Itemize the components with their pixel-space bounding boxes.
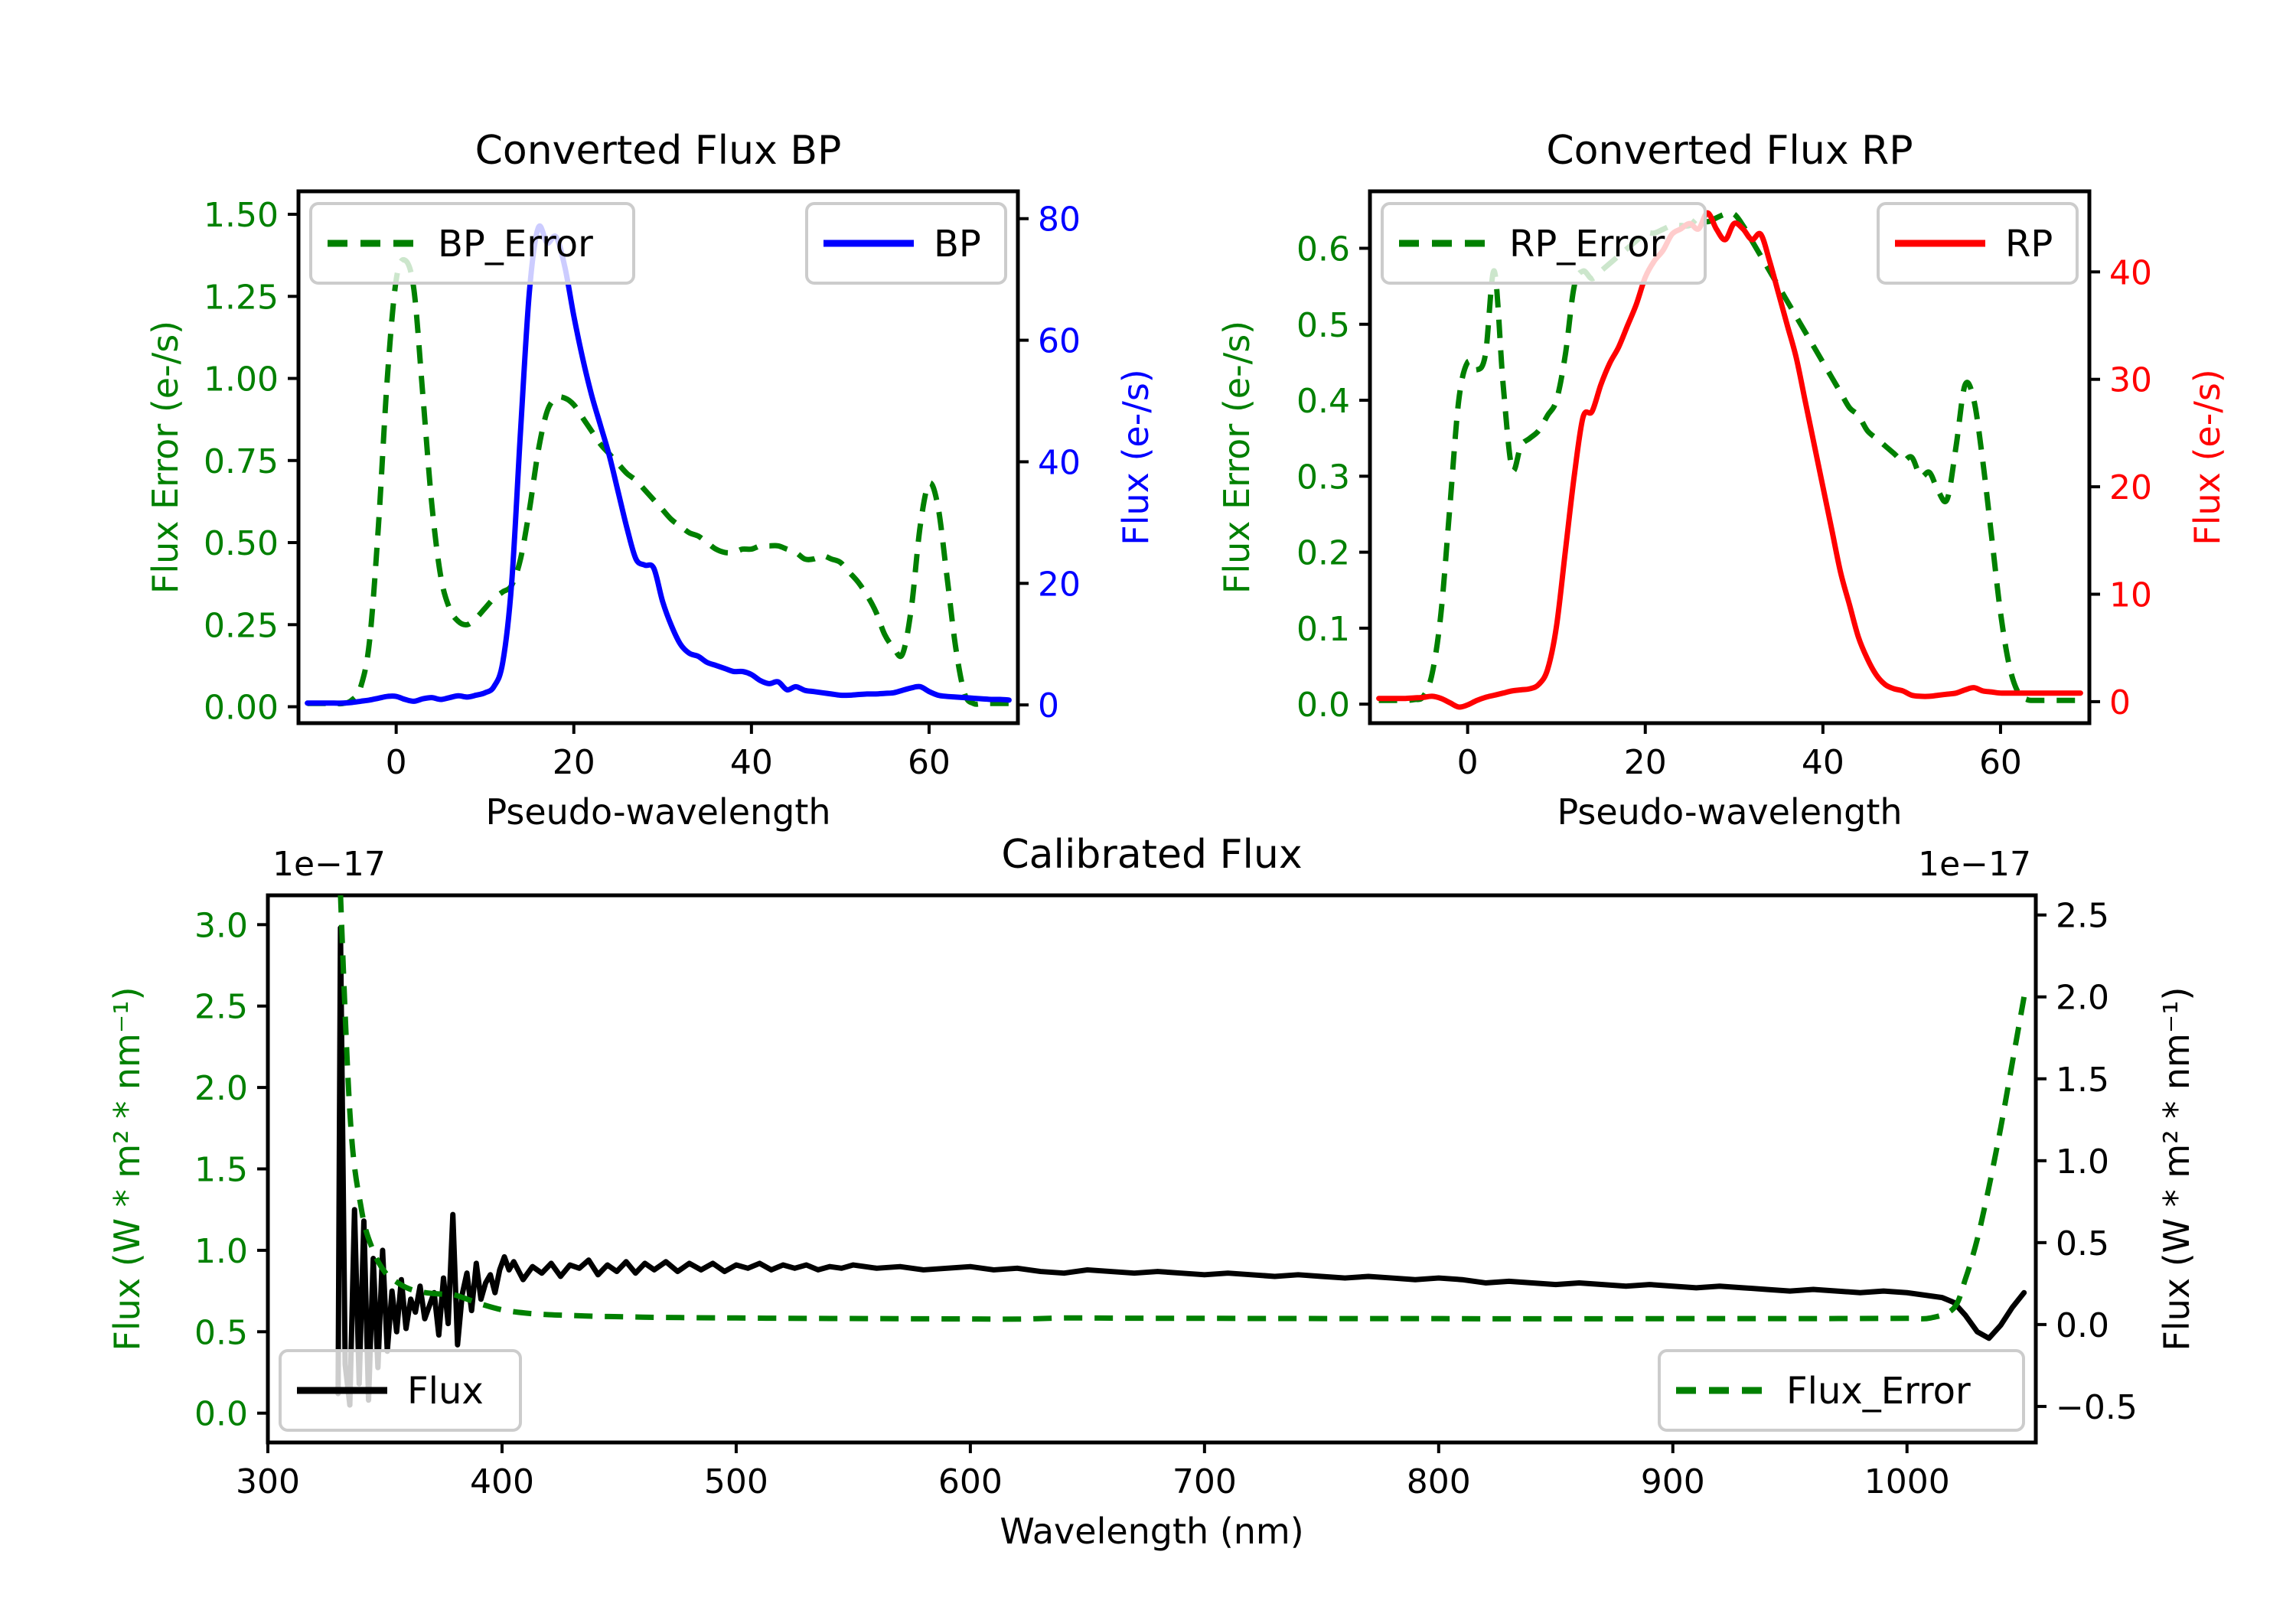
series-converted-flux-bp-bp-error [307, 257, 1009, 707]
yaxis-title-left-converted-flux-bp: Flux Error (e-/s) [145, 321, 186, 594]
xticklabel-calibrated-flux-1: 400 [470, 1462, 534, 1501]
plot-frame-converted-flux-bp [296, 189, 1020, 725]
yticklabel-left-converted-flux-rp-1: 0.1 [1296, 610, 1350, 649]
xticklabel-converted-flux-rp-3: 60 [1979, 743, 2022, 782]
yticklabel-left-converted-flux-bp-5: 1.25 [204, 278, 279, 317]
xticklabel-converted-flux-bp-3: 60 [908, 743, 951, 782]
yticklabel-right-calibrated-flux-2: 0.5 [2056, 1224, 2109, 1263]
xticklabel-converted-flux-rp-1: 20 [1624, 743, 1667, 782]
yticklabel-left-converted-flux-bp-1: 0.25 [204, 606, 279, 645]
yticklabel-right-calibrated-flux-1: 0.0 [2056, 1306, 2109, 1345]
xticklabel-calibrated-flux-6: 900 [1641, 1462, 1705, 1501]
legend-calibrated-flux-flux[interactable]: Flux [279, 1349, 522, 1432]
yticklabel-left-converted-flux-bp-0: 0.00 [204, 689, 279, 728]
yticklabel-left-calibrated-flux-5: 2.5 [194, 988, 248, 1027]
yticklabel-right-converted-flux-bp-4: 80 [1038, 200, 1081, 240]
legend-converted-flux-rp-rp-error-box[interactable] [1381, 202, 1707, 285]
yticklabel-left-converted-flux-bp-2: 0.50 [204, 524, 279, 563]
yticklabel-right-calibrated-flux-4: 1.5 [2056, 1061, 2109, 1100]
xticklabel-calibrated-flux-7: 1000 [1864, 1462, 1950, 1501]
legend-calibrated-flux-flux-box[interactable] [279, 1349, 522, 1432]
yaxis-title-right-calibrated-flux: Flux (W * m² * nm⁻¹) [2156, 986, 2197, 1351]
series-calibrated-flux-flux-error [338, 895, 2027, 1322]
xticklabel-converted-flux-bp-1: 20 [553, 743, 595, 782]
yticklabel-right-converted-flux-rp-1: 10 [2109, 576, 2152, 615]
xticklabel-converted-flux-rp-2: 40 [1802, 743, 1844, 782]
legend-converted-flux-bp-bp-error-box[interactable] [309, 202, 635, 285]
yticklabel-right-converted-flux-rp-3: 30 [2109, 361, 2152, 400]
yticklabel-left-converted-flux-rp-5: 0.5 [1296, 306, 1350, 345]
xticklabel-converted-flux-rp-0: 0 [1457, 743, 1479, 782]
legend-calibrated-flux-flux-label: Flux [407, 1370, 484, 1413]
xaxis-title-calibrated-flux: Wavelength (nm) [1000, 1511, 1303, 1552]
yticklabel-left-converted-flux-bp-4: 1.00 [204, 360, 279, 399]
series-converted-flux-bp-bp [305, 223, 1012, 706]
xaxis-title-converted-flux-rp: Pseudo-wavelength [1557, 791, 1902, 833]
series-converted-flux-rp-rp-error [1378, 210, 2081, 703]
yticklabel-right-converted-flux-bp-2: 40 [1038, 443, 1081, 482]
yticklabel-left-converted-flux-rp-0: 0.0 [1296, 686, 1350, 725]
yticklabel-left-converted-flux-rp-2: 0.2 [1296, 534, 1350, 573]
yticklabel-left-calibrated-flux-1: 0.5 [194, 1313, 248, 1352]
legend-converted-flux-rp-rp-label: RP [2005, 223, 2053, 266]
yticklabel-right-converted-flux-bp-1: 20 [1038, 565, 1081, 604]
legend-converted-flux-rp-rp[interactable]: RP [1877, 202, 2079, 285]
yticklabel-left-converted-flux-bp-3: 0.75 [204, 442, 279, 481]
legend-converted-flux-bp-bp-error-label: BP_Error [438, 223, 593, 266]
yticklabel-right-converted-flux-bp-3: 60 [1038, 322, 1081, 361]
yaxis-title-right-converted-flux-rp: Flux (e-/s) [2187, 369, 2228, 546]
plot-title-converted-flux-rp: Converted Flux RP [1546, 128, 1913, 174]
yticklabel-left-converted-flux-rp-3: 0.3 [1296, 458, 1350, 497]
yticklabel-left-calibrated-flux-3: 1.5 [194, 1151, 248, 1190]
yticklabel-left-converted-flux-rp-6: 0.6 [1296, 230, 1350, 269]
legend-calibrated-flux-flux-error-label: Flux_Error [1786, 1370, 1971, 1413]
xticklabel-calibrated-flux-4: 700 [1172, 1462, 1237, 1501]
legend-calibrated-flux-flux-error-box[interactable] [1658, 1349, 2025, 1432]
xticklabel-calibrated-flux-5: 800 [1407, 1462, 1471, 1501]
yticklabel-left-calibrated-flux-4: 2.0 [194, 1069, 248, 1108]
xticklabel-calibrated-flux-0: 300 [236, 1462, 300, 1501]
yticklabel-right-converted-flux-bp-0: 0 [1038, 686, 1059, 725]
yaxis-title-right-converted-flux-bp: Flux (e-/s) [1115, 369, 1156, 546]
yticklabel-left-calibrated-flux-6: 3.0 [194, 906, 248, 945]
legend-converted-flux-rp-rp-error[interactable]: RP_Error [1381, 202, 1707, 285]
offset-text-left-calibrated-flux: 1e−17 [272, 845, 386, 884]
series-converted-flux-rp-rp [1376, 210, 2083, 710]
series-calibrated-flux-flux [335, 925, 2027, 1408]
legend-converted-flux-rp-rp-error-label: RP_Error [1509, 223, 1665, 266]
offset-text-right-calibrated-flux: 1e−17 [1918, 845, 2031, 884]
plot-title-converted-flux-bp: Converted Flux BP [475, 128, 842, 174]
yticklabel-right-converted-flux-rp-2: 20 [2109, 468, 2152, 507]
xticklabel-calibrated-flux-2: 500 [704, 1462, 768, 1501]
yaxis-title-left-converted-flux-rp: Flux Error (e-/s) [1216, 321, 1257, 594]
yticklabel-left-converted-flux-bp-6: 1.50 [204, 196, 279, 235]
yticklabel-right-calibrated-flux-6: 2.5 [2056, 897, 2109, 936]
yticklabel-right-converted-flux-rp-0: 0 [2109, 683, 2131, 722]
legend-converted-flux-bp-bp-label: BP [934, 223, 981, 266]
legend-calibrated-flux-flux-error[interactable]: Flux_Error [1658, 1349, 2025, 1432]
yticklabel-left-calibrated-flux-2: 1.0 [194, 1232, 248, 1271]
legend-converted-flux-bp-bp-error[interactable]: BP_Error [309, 202, 635, 285]
yticklabel-right-calibrated-flux-5: 2.0 [2056, 979, 2109, 1018]
xticklabel-converted-flux-bp-2: 40 [730, 743, 773, 782]
xticklabel-calibrated-flux-3: 600 [938, 1462, 1003, 1501]
xticklabel-converted-flux-bp-0: 0 [386, 743, 407, 782]
yticklabel-left-converted-flux-rp-4: 0.4 [1296, 382, 1350, 421]
yticklabel-right-converted-flux-rp-4: 40 [2109, 253, 2152, 292]
yaxis-title-left-calibrated-flux: Flux (W * m² * nm⁻¹) [106, 986, 148, 1351]
yticklabel-right-calibrated-flux-3: 1.0 [2056, 1143, 2109, 1182]
xaxis-title-converted-flux-bp: Pseudo-wavelength [485, 791, 830, 833]
yticklabel-left-calibrated-flux-0: 0.0 [194, 1395, 248, 1434]
yticklabel-right-calibrated-flux-0: −0.5 [2056, 1388, 2138, 1427]
plot-title-calibrated-flux: Calibrated Flux [1001, 832, 1302, 878]
plot-frame-converted-flux-rp [1368, 189, 2092, 725]
legend-converted-flux-bp-bp[interactable]: BP [805, 202, 1007, 285]
